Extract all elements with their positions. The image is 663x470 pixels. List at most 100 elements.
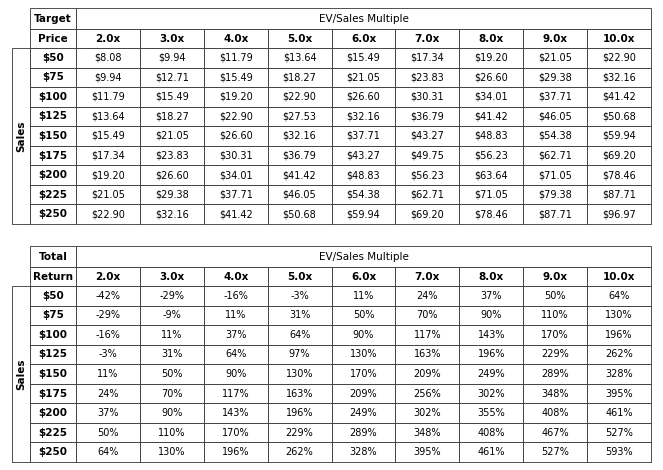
Bar xyxy=(395,204,459,224)
Bar xyxy=(523,286,587,306)
Text: $9.94: $9.94 xyxy=(158,53,186,63)
Bar xyxy=(140,107,204,126)
Bar xyxy=(395,165,459,185)
Text: $200: $200 xyxy=(38,170,68,180)
Text: 196%: 196% xyxy=(605,330,633,340)
Text: 50%: 50% xyxy=(353,310,374,321)
Bar xyxy=(587,165,651,185)
Text: $71.05: $71.05 xyxy=(538,170,572,180)
Text: 31%: 31% xyxy=(289,310,310,321)
Bar xyxy=(140,442,204,462)
Text: $54.38: $54.38 xyxy=(347,190,381,200)
Bar xyxy=(268,107,332,126)
Bar xyxy=(523,68,587,87)
Bar xyxy=(30,364,76,384)
Text: 70%: 70% xyxy=(416,310,438,321)
Bar xyxy=(395,364,459,384)
Bar xyxy=(268,306,332,325)
Bar xyxy=(587,442,651,462)
Text: 209%: 209% xyxy=(349,389,377,399)
Bar xyxy=(76,107,140,126)
Bar xyxy=(395,423,459,442)
Text: 7.0x: 7.0x xyxy=(414,33,440,44)
Text: 3.0x: 3.0x xyxy=(159,272,184,282)
Text: $175: $175 xyxy=(38,150,68,161)
Bar xyxy=(268,185,332,204)
Bar xyxy=(30,185,76,204)
Text: 196%: 196% xyxy=(286,408,314,418)
Text: $11.79: $11.79 xyxy=(91,92,125,102)
Text: $30.31: $30.31 xyxy=(219,150,253,161)
Bar xyxy=(204,364,268,384)
Text: $21.05: $21.05 xyxy=(347,72,381,82)
Text: 110%: 110% xyxy=(542,310,569,321)
Bar xyxy=(523,48,587,68)
Bar xyxy=(30,204,76,224)
Bar xyxy=(332,364,395,384)
Text: 209%: 209% xyxy=(414,369,441,379)
Bar xyxy=(587,29,651,48)
Bar xyxy=(587,185,651,204)
Bar xyxy=(204,403,268,423)
Text: EV/Sales Multiple: EV/Sales Multiple xyxy=(318,251,408,261)
Text: 10.0x: 10.0x xyxy=(603,33,635,44)
Text: 262%: 262% xyxy=(286,447,314,457)
Text: $87.71: $87.71 xyxy=(538,209,572,219)
Bar xyxy=(523,306,587,325)
Bar xyxy=(76,325,140,345)
Text: $37.71: $37.71 xyxy=(219,190,253,200)
Bar xyxy=(76,165,140,185)
Bar xyxy=(332,107,395,126)
Bar xyxy=(76,126,140,146)
Text: $69.20: $69.20 xyxy=(410,209,444,219)
Bar xyxy=(587,403,651,423)
Text: $18.27: $18.27 xyxy=(155,111,189,121)
Text: 4.0x: 4.0x xyxy=(223,33,249,44)
Text: 467%: 467% xyxy=(542,428,569,438)
Bar xyxy=(204,384,268,403)
Bar xyxy=(268,423,332,442)
Bar xyxy=(268,204,332,224)
Bar xyxy=(268,442,332,462)
Text: $79.38: $79.38 xyxy=(538,190,572,200)
Bar xyxy=(459,204,523,224)
Text: 593%: 593% xyxy=(605,447,633,457)
Bar xyxy=(30,107,76,126)
Bar xyxy=(459,87,523,107)
Bar xyxy=(395,68,459,87)
Text: $23.83: $23.83 xyxy=(410,72,444,82)
Text: $15.49: $15.49 xyxy=(155,92,189,102)
Bar xyxy=(204,48,268,68)
Bar xyxy=(395,87,459,107)
Bar xyxy=(76,87,140,107)
Bar xyxy=(523,165,587,185)
Bar xyxy=(204,286,268,306)
Bar xyxy=(332,403,395,423)
Bar xyxy=(459,306,523,325)
Text: $41.42: $41.42 xyxy=(282,170,316,180)
Text: 6.0x: 6.0x xyxy=(351,33,376,44)
Text: $87.71: $87.71 xyxy=(602,190,636,200)
Text: 9.0x: 9.0x xyxy=(542,272,568,282)
Bar xyxy=(140,267,204,286)
Bar xyxy=(268,29,332,48)
Text: $43.27: $43.27 xyxy=(410,131,444,141)
Text: $23.83: $23.83 xyxy=(155,150,189,161)
Bar xyxy=(587,204,651,224)
Bar xyxy=(395,403,459,423)
Text: $22.90: $22.90 xyxy=(91,209,125,219)
Text: $250: $250 xyxy=(38,209,68,219)
Text: 37%: 37% xyxy=(97,408,119,418)
Text: $32.16: $32.16 xyxy=(347,111,381,121)
Text: $48.83: $48.83 xyxy=(475,131,508,141)
Text: $15.49: $15.49 xyxy=(347,53,381,63)
Bar xyxy=(332,204,395,224)
Text: 249%: 249% xyxy=(349,408,377,418)
Text: 256%: 256% xyxy=(414,389,442,399)
Bar xyxy=(30,8,76,29)
Text: 8.0x: 8.0x xyxy=(479,272,504,282)
Bar xyxy=(76,306,140,325)
Bar xyxy=(30,403,76,423)
Text: Sales: Sales xyxy=(16,358,26,390)
Bar xyxy=(523,403,587,423)
